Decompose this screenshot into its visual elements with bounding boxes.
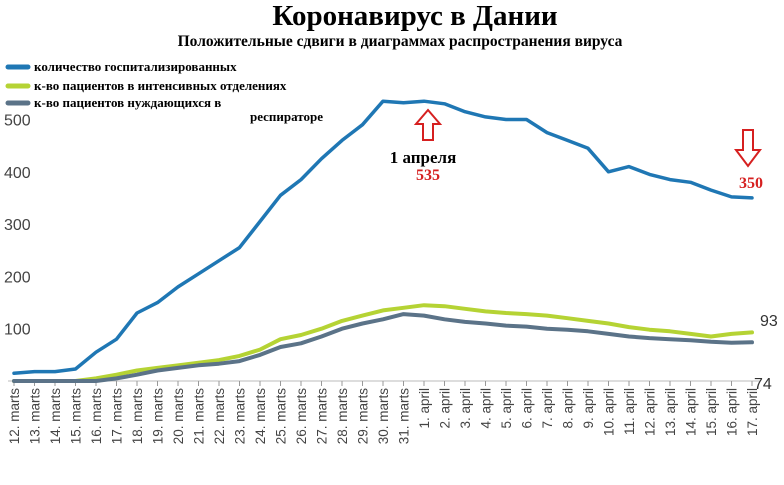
- x-tick-label: 11. april: [622, 388, 637, 435]
- x-tick-label: 19. marts: [151, 388, 166, 445]
- x-tick-label: 30. marts: [376, 388, 391, 445]
- end-arrow-down-icon: [734, 129, 762, 168]
- x-tick-label: 12. marts: [7, 388, 22, 445]
- y-tick-label: 200: [4, 269, 31, 286]
- x-tick-label: 8. april: [561, 388, 576, 429]
- x-tick-label: 16. marts: [89, 388, 104, 445]
- peak-arrow-up-icon: [413, 108, 443, 141]
- x-tick-label: 16. april: [725, 388, 740, 436]
- x-tick-label: 24. marts: [253, 388, 268, 445]
- peak-date-label: 1 апреля: [390, 148, 457, 167]
- plot-area: [12, 99, 754, 383]
- x-tick-label: 7. april: [540, 388, 555, 429]
- x-tick-label: 14. marts: [48, 388, 63, 445]
- end-respirator-label: 74: [754, 376, 772, 393]
- x-tick-label: 23. marts: [233, 388, 248, 445]
- x-tick-label: 10. april: [602, 388, 617, 436]
- y-tick-label: 500: [4, 113, 31, 130]
- x-tick-label: 25. marts: [274, 388, 289, 445]
- x-tick-label: 27. marts: [315, 388, 330, 445]
- legend-label-hospitalized: количество госпитализированных: [34, 59, 237, 74]
- legend-label-respirator-line1: к-во пациентов нуждающихся в: [34, 95, 221, 110]
- x-axis: 12. marts 13. marts 14. marts 15. marts 16. …: [7, 380, 760, 445]
- series-line-0: [12, 99, 754, 375]
- y-tick-label: 100: [4, 322, 31, 339]
- x-tick-label: 14. april: [684, 388, 699, 436]
- x-tick-label: 20. marts: [171, 388, 186, 445]
- x-tick-label: 6. april: [520, 388, 535, 429]
- y-tick-label: 400: [4, 165, 31, 182]
- legend: количество госпитализированных к-во паци…: [5, 59, 323, 124]
- end-value-label: 350: [739, 175, 763, 192]
- x-tick-label: 4. april: [479, 388, 494, 429]
- x-tick-label: 2. april: [438, 388, 453, 429]
- peak-value-label: 535: [416, 167, 440, 184]
- x-tick-label: 1. april: [417, 388, 432, 429]
- annotations: 1 апреля 535 350 93 74: [390, 108, 778, 393]
- y-axis: 100 200 300 400 500: [4, 113, 31, 339]
- chart-subtitle: Положительные сдвиги в диаграммах распро…: [178, 33, 623, 50]
- x-tick-label: 28. marts: [335, 388, 350, 445]
- x-tick-label: 18. marts: [130, 388, 145, 445]
- x-tick-label: 13. marts: [28, 388, 43, 445]
- x-tick-label: 29. marts: [356, 388, 371, 445]
- x-tick-label: 17. marts: [110, 388, 125, 445]
- x-tick-label: 17. april: [745, 388, 760, 436]
- series-line-2: [12, 312, 754, 383]
- end-icu-label: 93: [760, 313, 778, 330]
- x-tick-label: 31. marts: [397, 388, 412, 445]
- x-tick-label: 21. marts: [192, 388, 207, 445]
- series-line-1: [12, 303, 754, 383]
- x-tick-label: 26. marts: [294, 388, 309, 445]
- x-tick-label: 13. april: [663, 388, 678, 436]
- chart-title: Коронавирус в Дании: [272, 0, 557, 32]
- x-tick-label: 5. april: [499, 388, 514, 429]
- x-tick-label: 3. april: [458, 388, 473, 429]
- x-tick-label: 12. april: [643, 388, 658, 436]
- legend-label-icu: к-во пациентов в интенсивных отделениях: [34, 78, 287, 93]
- x-tick-label: 15. marts: [69, 388, 84, 445]
- y-tick-label: 300: [4, 217, 31, 234]
- x-tick-label: 15. april: [704, 388, 719, 436]
- x-tick-label: 9. april: [581, 388, 596, 429]
- legend-label-respirator-line2: респираторе: [250, 109, 323, 124]
- x-tick-label: 22. marts: [212, 388, 227, 445]
